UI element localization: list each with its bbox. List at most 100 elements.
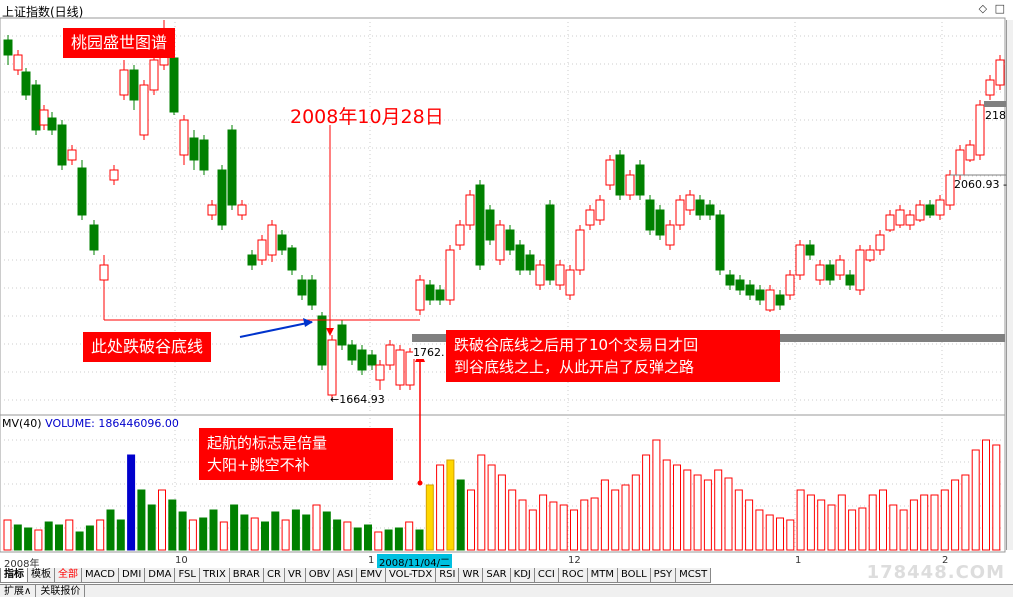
gap-price-tag: 1762. [413,346,445,359]
candle-body [139,84,149,136]
volume-bar [590,497,599,551]
related-quotes-button[interactable]: 关联报价 [36,585,86,597]
candle-body [905,214,915,226]
volume-bar [745,499,754,551]
tab-24[interactable]: MCST [675,568,712,583]
volume-bar [817,499,826,551]
volume-bar [528,509,537,551]
right-price-tag-2: 218 [985,109,1006,122]
tab-5[interactable]: DMA [144,568,176,583]
candle-body [845,274,855,286]
candle-body [705,204,715,216]
tab-18[interactable]: KDJ [509,568,535,583]
volume-bar [219,521,228,551]
tab-16[interactable]: WR [458,568,484,583]
volume-bar [75,531,84,551]
tab-12[interactable]: ASI [333,568,358,583]
date-pointer-arrow [326,328,334,336]
tab-10[interactable]: VR [283,568,306,583]
tab-7[interactable]: TRIX [198,568,230,583]
tab-2[interactable]: 全部 [54,568,82,583]
candle-body [835,259,845,276]
tab-3[interactable]: MACD [81,568,119,583]
volume-bar [467,489,475,551]
candle-body [395,349,405,386]
candle-body [347,344,357,361]
candle-body [885,214,895,231]
volume-bar [261,521,269,551]
candle-body [825,264,835,281]
tab-19[interactable]: CCI [533,568,559,583]
candle-body [189,137,199,161]
right-scrollbar[interactable] [1006,20,1013,550]
cursor-date-badge: 2008/11/04/二 [377,554,453,569]
candle-body [765,289,775,311]
volume-bar [631,474,640,551]
candle-body [297,279,307,296]
candlestick-chart[interactable] [0,0,1006,568]
tab-9[interactable]: CR [263,568,285,583]
volume-bar [374,531,383,551]
tab-8[interactable]: BRAR [228,568,264,583]
volume-bar [580,499,589,551]
tab-13[interactable]: EMV [356,568,386,583]
break-arrow-head [303,318,313,327]
tab-23[interactable]: PSY [649,568,677,583]
volume-bar [652,439,661,551]
volume-bar [44,521,53,551]
candle-body [375,364,385,381]
candle-body [815,264,825,281]
tab-0[interactable]: 指标 [0,568,28,583]
volume-bar [34,529,43,551]
candle-body [217,169,227,226]
volume-bar [168,499,177,551]
candle-body [685,194,695,211]
volume-bar [600,479,609,551]
tab-21[interactable]: MTM [586,568,618,583]
candle-body [795,244,805,276]
tab-15[interactable]: RSI [435,568,460,583]
volume-value: VOLUME: 186446096.00 [45,417,179,430]
volume-bars [3,439,1001,551]
candle-body [169,57,179,113]
volume-bar [230,504,239,551]
candle-body [615,154,625,196]
tab-20[interactable]: ROC [557,568,588,583]
candle-body [485,209,495,241]
volume-bar [765,514,774,551]
candle-body [455,224,465,246]
candle-body [955,149,965,176]
tab-22[interactable]: BOLL [616,568,651,583]
tab-6[interactable]: FSL [174,568,200,583]
window-controls[interactable]: ◇ □ [978,2,1007,15]
volume-bar [693,474,702,551]
tab-17[interactable]: SAR [482,568,511,583]
recover-line-2: 到谷底线之上，从此开启了反弹之路 [454,358,695,376]
volume-bar [703,479,712,551]
candle-body [665,224,675,246]
candle-body [267,224,277,256]
candle-body [357,349,367,371]
volume-bar [343,521,352,551]
candle-body [985,79,995,96]
x-label-oct: 10 [175,555,188,566]
tab-4[interactable]: DMI [117,568,146,583]
candle-body [405,351,415,386]
volume-bar [940,489,949,551]
window-title: 上证指数(日线) [2,5,84,19]
volume-bar [13,524,22,551]
volume-bar [487,464,496,551]
tab-11[interactable]: OBV [304,568,334,583]
expand-button[interactable]: 扩展∧ [0,585,37,597]
candle-body [865,249,875,261]
volume-bar [281,519,290,551]
tab-1[interactable]: 模板 [27,568,55,583]
gray-band-right [984,101,1006,107]
candle-body [179,119,189,156]
candle-body [119,69,129,96]
volume-bar [106,509,115,551]
tab-14[interactable]: VOL-TDX [384,568,437,583]
candle-body [965,144,975,161]
candle-body [735,279,745,291]
